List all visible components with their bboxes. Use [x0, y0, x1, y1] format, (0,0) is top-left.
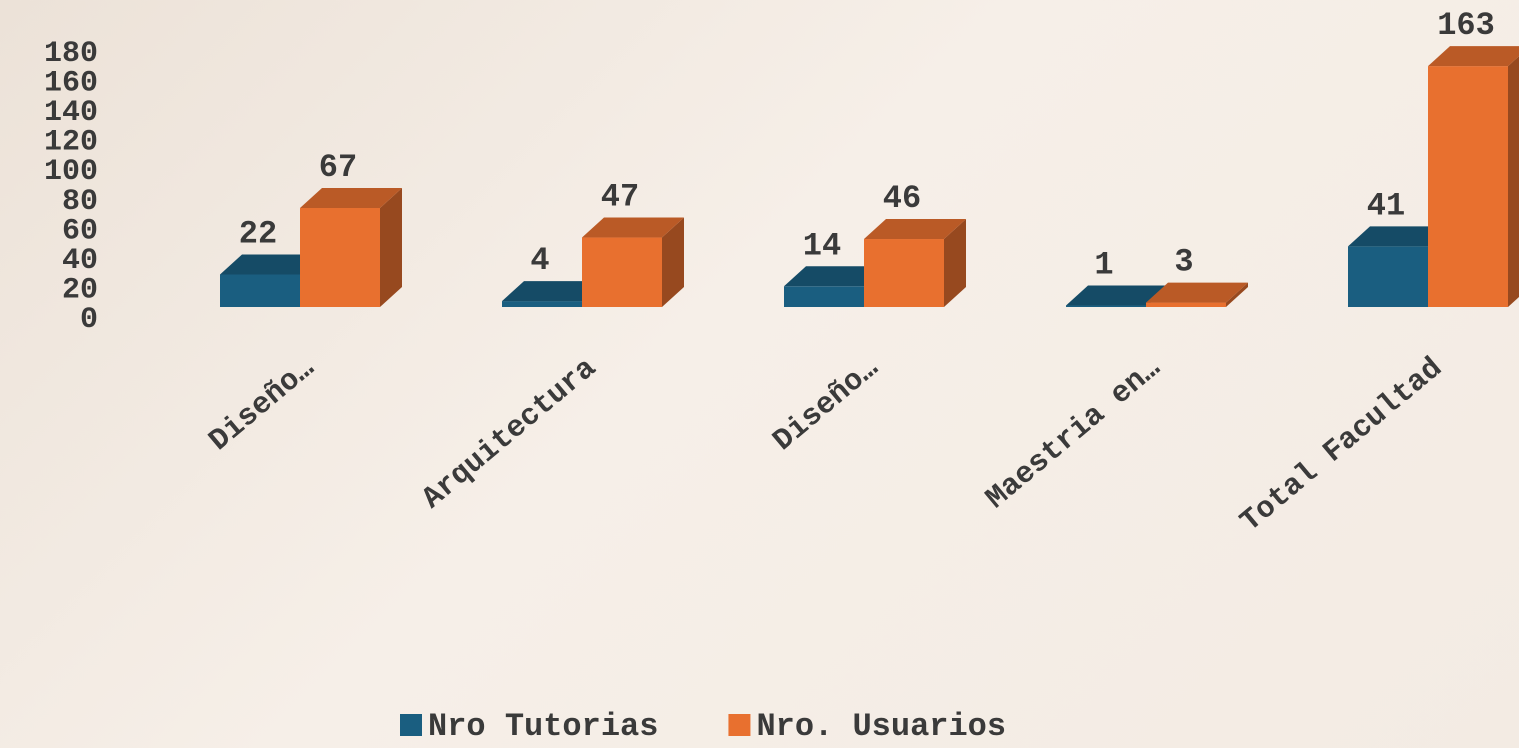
- bar-side: [380, 187, 402, 307]
- bar: [784, 286, 864, 307]
- data-label: 3: [1174, 244, 1193, 281]
- legend-swatch: [400, 714, 422, 736]
- bar-top: [502, 281, 604, 302]
- bar: [1066, 305, 1146, 307]
- bar-side: [944, 219, 966, 307]
- data-label: 47: [601, 179, 639, 216]
- bar: [220, 274, 300, 307]
- data-label: 22: [239, 215, 277, 252]
- data-label: 1: [1094, 247, 1113, 284]
- bar-top: [784, 266, 886, 287]
- legend-label: Nro. Usuarios: [756, 708, 1006, 745]
- x-tick-label: Diseño…: [767, 352, 885, 459]
- y-tick-label: 180: [44, 37, 98, 71]
- bar: [864, 239, 944, 307]
- bar-top: [1066, 285, 1168, 306]
- y-tick-label: 100: [44, 155, 98, 189]
- data-label: 67: [319, 149, 357, 186]
- y-tick-label: 160: [44, 67, 98, 101]
- data-label: 46: [883, 180, 921, 217]
- bar-top: [1428, 46, 1519, 67]
- legend-swatch: [728, 714, 751, 736]
- bar: [300, 207, 380, 307]
- x-tick-label: Diseño…: [203, 352, 321, 459]
- x-tick-label: Arquitectura: [416, 352, 603, 517]
- y-tick-label: 20: [62, 273, 98, 307]
- bar: [582, 237, 662, 307]
- bar: [1428, 66, 1508, 307]
- y-tick-label: 60: [62, 214, 98, 248]
- bar-side: [1508, 56, 1519, 307]
- bar-top: [1348, 226, 1450, 247]
- y-tick-label: 40: [62, 244, 98, 278]
- y-tick-label: 80: [62, 185, 98, 219]
- bar: [1348, 246, 1428, 307]
- y-tick-label: 140: [44, 96, 98, 130]
- bar-top: [300, 187, 402, 208]
- legend-label: Nro Tutorias: [428, 708, 658, 745]
- y-tick-label: 0: [80, 303, 98, 337]
- x-tick-label: Maestria en…: [980, 352, 1167, 517]
- y-tick-label: 120: [44, 126, 98, 160]
- bar-top: [1146, 282, 1248, 303]
- data-label: 163: [1437, 7, 1495, 44]
- bar-side: [662, 217, 684, 307]
- bar-top: [582, 217, 684, 238]
- bar-top: [220, 254, 322, 275]
- data-label: 4: [530, 242, 549, 279]
- bar-side: [1226, 282, 1248, 307]
- x-tick-label: Total Facultad: [1234, 352, 1449, 540]
- bar: [502, 301, 582, 307]
- data-label: 41: [1367, 187, 1405, 224]
- bar-top: [864, 219, 966, 240]
- data-label: 14: [803, 227, 841, 264]
- bar: [1146, 302, 1226, 307]
